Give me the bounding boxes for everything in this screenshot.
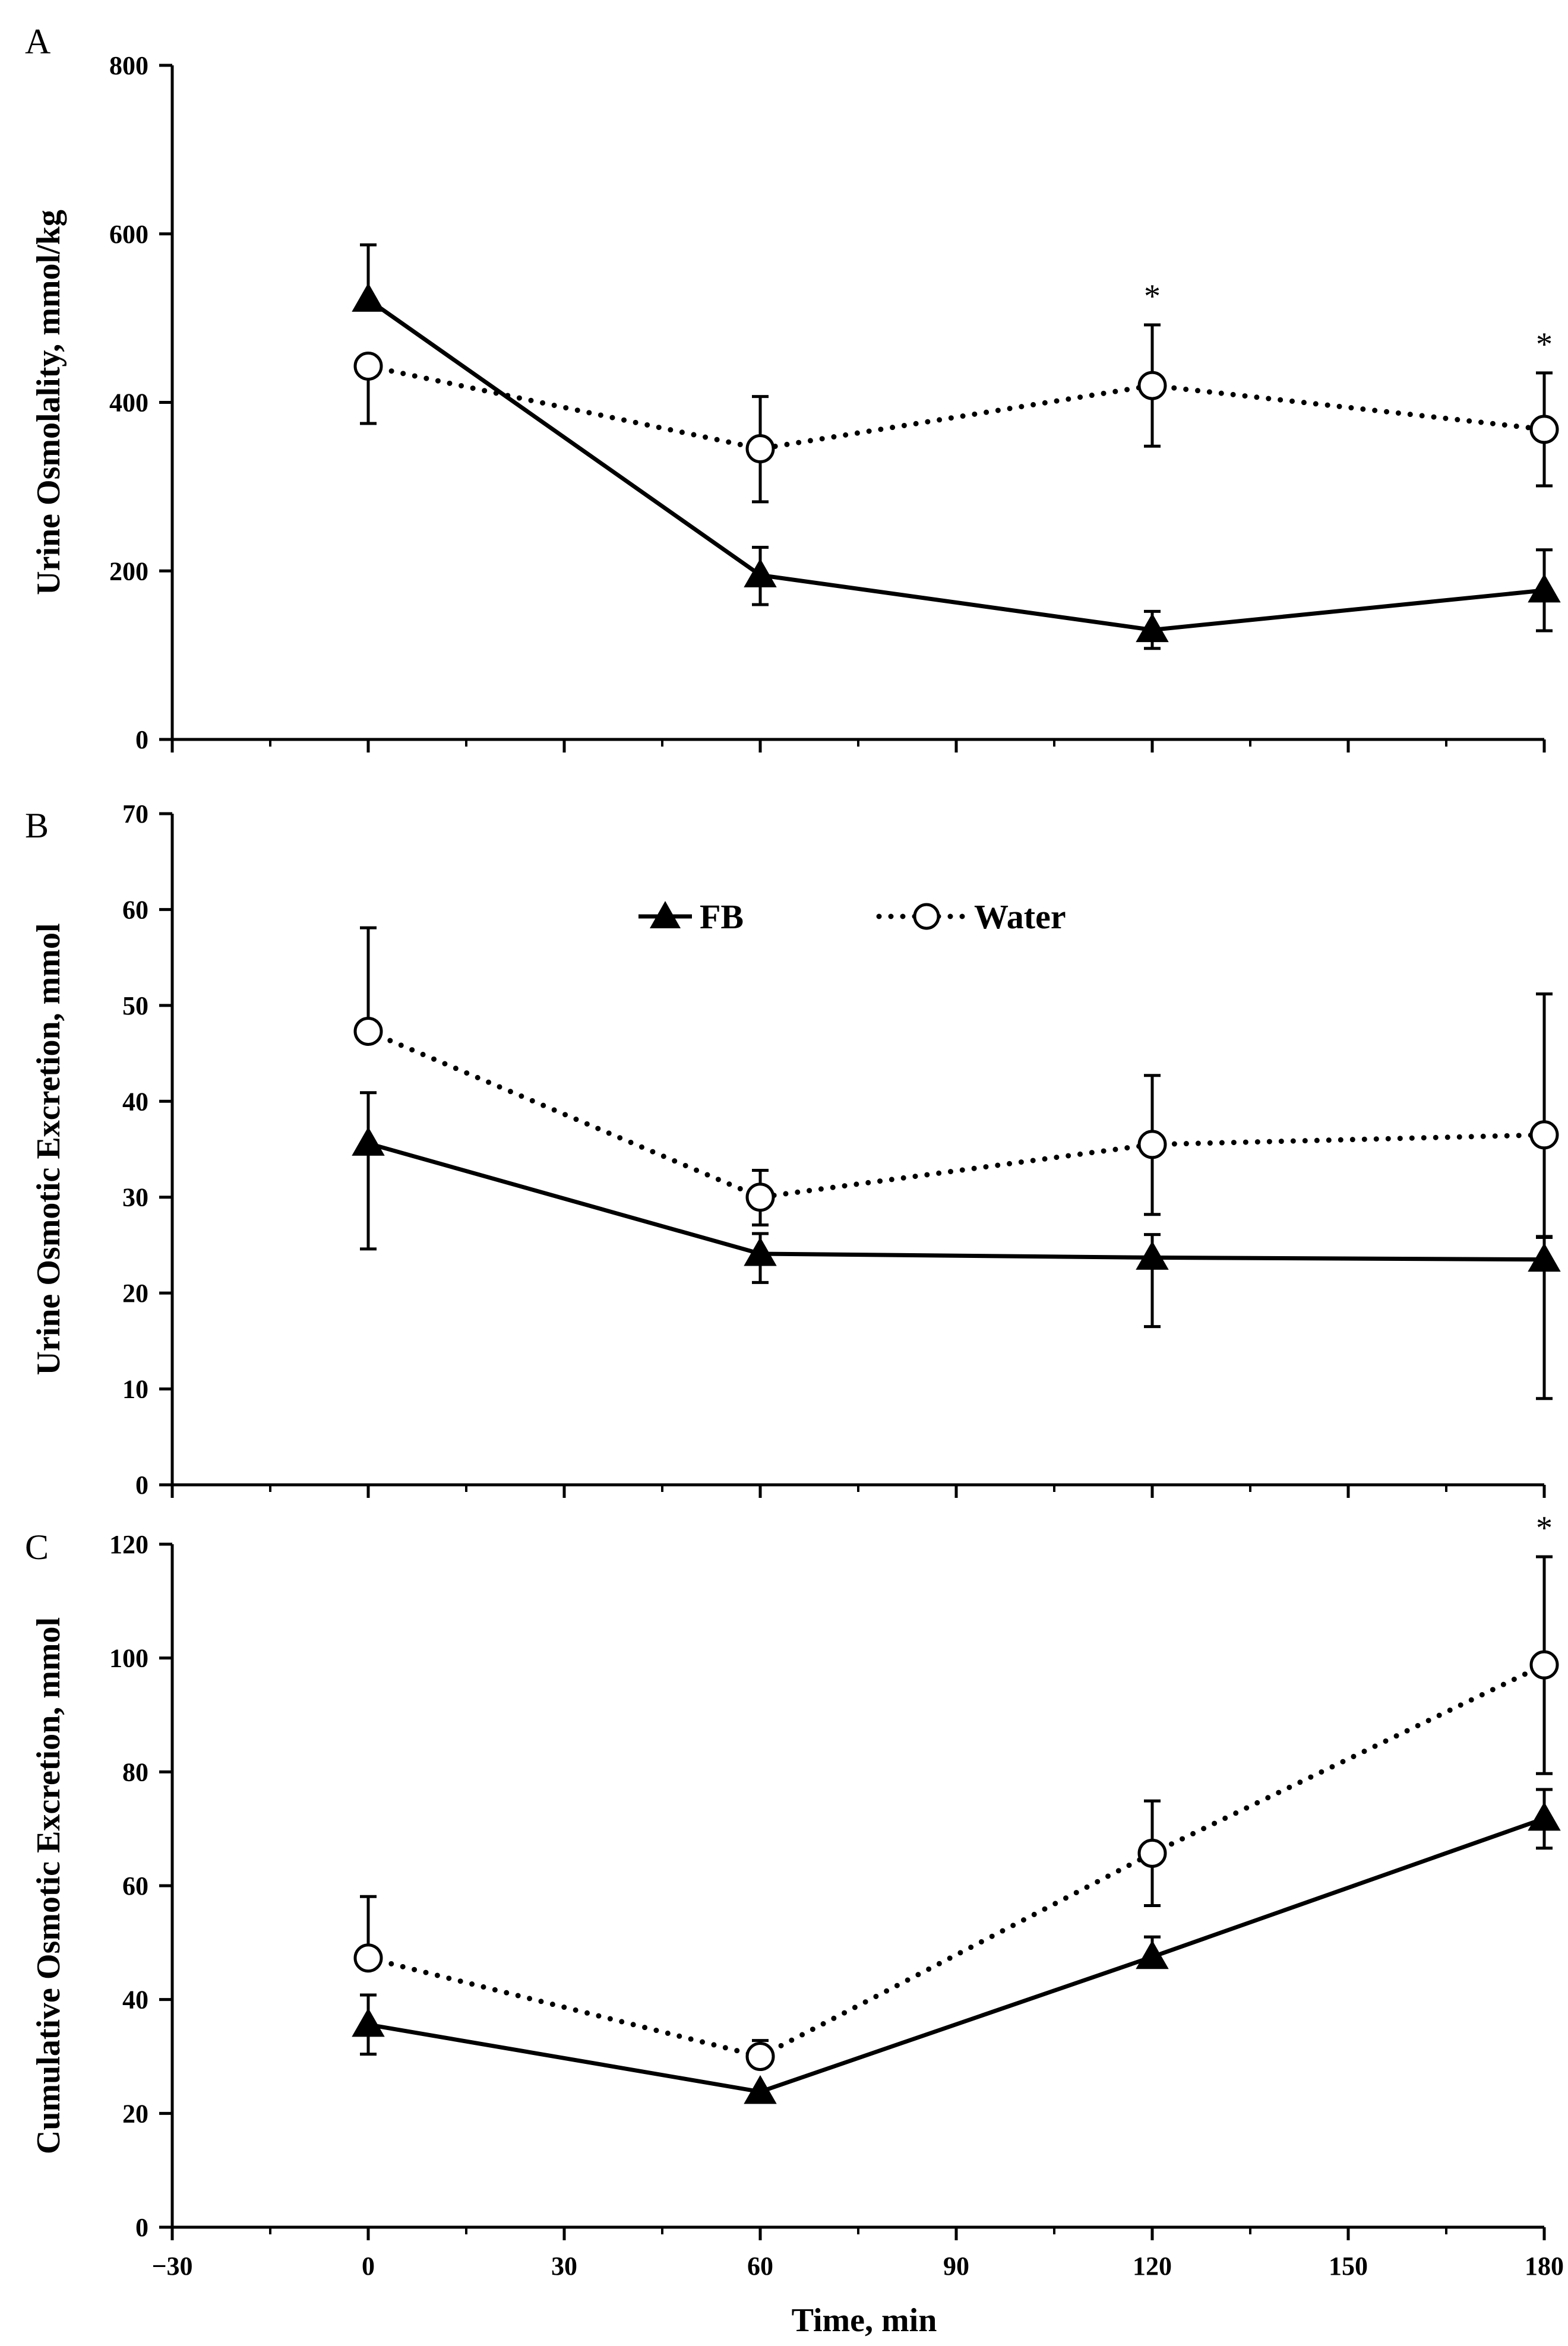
water-data-point (745, 2042, 775, 2071)
x-axis-title: Time, min (792, 2302, 937, 2339)
significance-asterisk: * (1536, 326, 1553, 363)
fb-data-point (352, 283, 385, 312)
fb-data-point (1528, 1801, 1561, 1831)
x-tick-label: 90 (943, 2252, 969, 2281)
y-axis-title: Urine Osmolality, mmol/kg (30, 210, 67, 595)
y-axis-title: Urine Osmotic Excretion, mmol (30, 923, 67, 1375)
y-tick-label: 0 (135, 2213, 148, 2242)
water-series-line (365, 1662, 1547, 2060)
fb-series-line (368, 1816, 1545, 2094)
fb-series-line (366, 298, 1545, 633)
y-tick-label: 80 (122, 1757, 148, 1787)
y-tick-label: 60 (122, 1871, 148, 1901)
fb-data-point (1136, 1940, 1169, 1969)
legend-water-marker (913, 903, 940, 930)
water-data-point (353, 351, 383, 381)
y-tick-label: 70 (122, 799, 148, 829)
water-data-point (1137, 371, 1167, 400)
y-tick-label: 200 (109, 557, 148, 586)
y-tick-label: 0 (135, 725, 148, 754)
x-tick-label: 60 (747, 2252, 773, 2281)
y-tick-label: 30 (122, 1183, 148, 1212)
y-tick-label: 50 (122, 991, 148, 1020)
x-tick-label: 120 (1133, 2252, 1172, 2281)
fb-data-point (744, 1237, 777, 1266)
water-data-point (1529, 1650, 1559, 1680)
y-tick-label: 40 (122, 1087, 148, 1116)
x-tick-label: 30 (551, 2252, 577, 2281)
x-tick-label: −30 (151, 2252, 192, 2281)
y-axis-title: Cumulative Osmotic Excretion, mmol (30, 1617, 67, 2154)
x-tick-label: 180 (1525, 2252, 1564, 2281)
significance-asterisk: * (1536, 1510, 1553, 1547)
panel-label: A (25, 22, 50, 61)
panel-label: B (25, 806, 49, 845)
fb-data-point (1136, 613, 1169, 643)
water-series-line (365, 363, 1547, 452)
y-tick-label: 10 (122, 1375, 148, 1404)
significance-asterisk: * (1144, 278, 1161, 315)
y-tick-label: 60 (122, 895, 148, 924)
water-data-point (1529, 1120, 1559, 1150)
y-tick-label: 800 (109, 51, 148, 80)
water-data-point (1137, 1130, 1167, 1159)
panel-a: A 0 200 400 600 800 Urine Osmolality, mmol/kg *… (25, 22, 1561, 754)
panel-label: C (25, 1528, 49, 1567)
y-tick-label: 400 (109, 388, 148, 418)
fb-data-point (1528, 1242, 1561, 1272)
water-data-point (1137, 1838, 1167, 1868)
fb-data-point (1528, 573, 1561, 603)
water-data-point (1529, 415, 1559, 444)
y-tick-label: 20 (122, 2099, 148, 2128)
water-data-point (745, 1183, 775, 1212)
legend-water-label: Water (974, 897, 1066, 936)
panel-b: B 0 10 20 30 40 50 60 70 Urine Osmotic Excretion,… (25, 799, 1561, 1500)
x-tick-label: 150 (1329, 2252, 1368, 2281)
water-data-point (353, 1016, 383, 1046)
y-tick-label: 40 (122, 1985, 148, 2015)
fb-data-point (744, 558, 777, 587)
legend-fb-label: FB (700, 897, 744, 936)
y-tick-label: 100 (109, 1644, 148, 1673)
fb-data-point (352, 2007, 385, 2037)
fb-data-point (352, 1127, 385, 1156)
y-tick-label: 20 (122, 1279, 148, 1308)
x-tick-label: 0 (362, 2252, 375, 2281)
y-tick-label: 0 (135, 1471, 148, 1500)
legend-fb-marker (650, 901, 681, 928)
water-series-line (365, 1028, 1547, 1200)
fb-series-line (368, 1141, 1545, 1262)
water-data-point (353, 1943, 383, 1973)
y-tick-label: 120 (109, 1530, 148, 1559)
water-data-point (745, 434, 775, 464)
fb-data-point (1136, 1241, 1169, 1270)
legend: FB Water (638, 897, 1066, 936)
fb-data-point (744, 2075, 777, 2104)
y-tick-label: 600 (109, 220, 148, 249)
